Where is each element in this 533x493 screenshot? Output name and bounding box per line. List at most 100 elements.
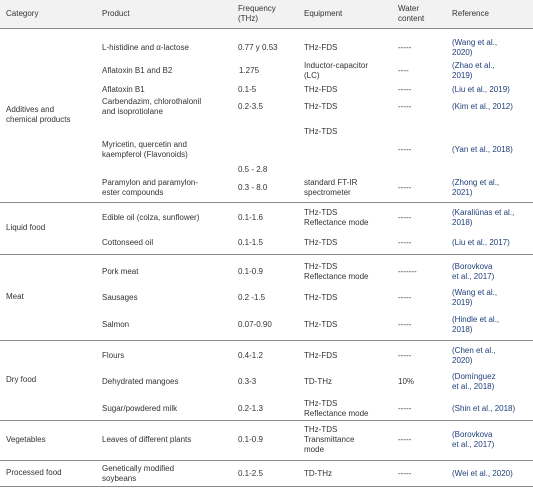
- category-cell: Liquid food: [6, 223, 46, 232]
- water-content-cell: -------: [398, 267, 417, 276]
- product-cell: Pork meat: [102, 267, 139, 276]
- reference-cell: (Zhao et al., 2019): [452, 61, 495, 80]
- equipment-cell: THz-TDS: [304, 127, 338, 136]
- header-frequency: Frequency (THz): [238, 4, 276, 23]
- product-cell: Sugar/powdered milk: [102, 404, 178, 413]
- product-cell: Carbendazim, chlorothalonil and isoprotio…: [102, 97, 202, 116]
- frequency-cell: 0.1-1.6: [238, 213, 263, 222]
- frequency-cell: 0.1-2.5: [238, 469, 263, 478]
- equipment-cell: THz-FDS: [304, 43, 338, 52]
- water-content-cell: -----: [398, 293, 412, 302]
- group-divider: [0, 420, 533, 421]
- frequency-cell: 0.1-1.5: [238, 238, 263, 247]
- equipment-cell: THz-TDS Reflectance mode: [304, 262, 369, 281]
- frequency-cell: 0.1-0.9: [238, 267, 263, 276]
- frequency-cell: 0.2 -1.5: [238, 293, 266, 302]
- product-cell: Flours: [102, 351, 125, 360]
- group-divider: [0, 340, 533, 341]
- frequency-cell: 1.275: [239, 66, 260, 75]
- frequency-cell: 0.2-1.3: [238, 404, 263, 413]
- reference-cell: (Wei et al., 2020): [452, 469, 513, 478]
- water-content-cell: -----: [398, 351, 412, 360]
- equipment-cell: standard FT-IR spectrometer: [304, 178, 358, 197]
- reference-cell: (Borovkova et al., 2017): [452, 262, 495, 281]
- header-reference: Reference: [452, 9, 489, 18]
- product-cell: Dehydrated mangoes: [102, 377, 179, 386]
- reference-cell: (Wang et al., 2020): [452, 38, 498, 57]
- frequency-cell: 0.2-3.5: [238, 102, 263, 111]
- reference-cell: (Liu et al., 2019): [452, 85, 510, 94]
- reference-cell: (Chen et al., 2020): [452, 346, 496, 365]
- reference-cell: (Kim et al., 2012): [452, 102, 513, 111]
- table-header: Category Product Frequency (THz) Equipment Wa…: [0, 0, 533, 29]
- header-equipment: Equipment: [304, 9, 343, 18]
- category-cell: Meat: [6, 292, 24, 301]
- equipment-cell: THz-TDS: [304, 238, 338, 247]
- frequency-cell: 0.1-0.9: [238, 435, 263, 444]
- equipment-cell: Inductor-capacitor (LC): [304, 61, 369, 80]
- frequency-cell: 0.1-5: [238, 85, 257, 94]
- water-content-cell: 10%: [398, 377, 415, 386]
- equipment-cell: THz-TDS Reflectance mode: [304, 399, 369, 418]
- frequency-cell: 0.07-0.90: [238, 320, 272, 329]
- header-water-content: Water content: [398, 4, 425, 23]
- header-product: Product: [102, 9, 130, 18]
- equipment-cell: THz-FDS: [304, 351, 338, 360]
- reference-cell: (Wang et al., 2019): [452, 288, 498, 307]
- category-cell: Vegetables: [6, 435, 46, 444]
- water-content-cell: -----: [398, 85, 412, 94]
- product-cell: Paramylon and paramylon-ester compounds: [102, 178, 199, 197]
- equipment-cell: THz-FDS: [304, 85, 338, 94]
- water-content-cell: -----: [398, 435, 412, 444]
- equipment-cell: THz-TDS: [304, 320, 338, 329]
- group-divider: [0, 460, 533, 461]
- product-cell: Sausages: [102, 293, 138, 302]
- reference-cell: (Zhong et al., 2021): [452, 178, 500, 197]
- product-cell: Cottonseed oil: [102, 238, 154, 247]
- frequency-cell: 0.4-1.2: [238, 351, 263, 360]
- reference-cell: (Shin et al., 2018): [452, 404, 516, 413]
- equipment-cell: THz-TDS Transmittance mode: [304, 425, 355, 454]
- frequency-cell: 0.3 - 8.0: [238, 183, 268, 192]
- equipment-cell: THz-TDS Reflectance mode: [304, 208, 369, 227]
- frequency-cell: 0.5 - 2.8: [238, 165, 268, 174]
- frequency-cell: 0.3-3: [238, 377, 257, 386]
- water-content-cell: ----: [398, 66, 409, 75]
- category-cell: Dry food: [6, 375, 37, 384]
- reference-cell: (Yan et al., 2018): [452, 145, 513, 154]
- water-content-cell: -----: [398, 320, 412, 329]
- water-content-cell: -----: [398, 145, 412, 154]
- product-cell: Edible oil (colza, sunflower): [102, 213, 200, 222]
- product-cell: Myricetin, quercetin and kaempferol (Flav…: [102, 140, 188, 159]
- water-content-cell: -----: [398, 469, 412, 478]
- equipment-cell: TD-THz: [304, 377, 332, 386]
- water-content-cell: -----: [398, 102, 412, 111]
- product-cell: L-histidine and α-lactose: [102, 43, 189, 52]
- frequency-cell: 0.77 y 0.53: [238, 43, 278, 52]
- group-divider: [0, 254, 533, 255]
- product-cell: Salmon: [102, 320, 130, 329]
- category-cell: Additives and chemical products: [6, 105, 71, 124]
- water-content-cell: -----: [398, 404, 412, 413]
- water-content-cell: -----: [398, 183, 412, 192]
- equipment-cell: THz-TDS: [304, 293, 338, 302]
- group-divider: [0, 202, 533, 203]
- product-cell: Genetically modified soybeans: [102, 464, 175, 483]
- water-content-cell: -----: [398, 213, 412, 222]
- reference-cell: (Hindle et al., 2018): [452, 315, 500, 334]
- reference-cell: (Domínguez et al., 2018): [452, 372, 496, 391]
- reference-cell: (Liu et al., 2017): [452, 238, 510, 247]
- equipment-cell: THz-TDS: [304, 102, 338, 111]
- category-cell: Processed food: [6, 468, 62, 477]
- product-cell: Aflatoxin B1 and B2: [102, 66, 173, 75]
- water-content-cell: -----: [398, 43, 412, 52]
- reference-cell: (Borovkova et al., 2017): [452, 430, 495, 449]
- header-category: Category: [6, 9, 39, 18]
- reference-cell: (Karaliūnas et al., 2018): [452, 208, 515, 227]
- product-cell: Aflatoxin B1: [102, 85, 145, 94]
- product-cell: Leaves of different plants: [102, 435, 192, 444]
- equipment-cell: TD-THz: [304, 469, 332, 478]
- water-content-cell: -----: [398, 238, 412, 247]
- group-divider: [0, 486, 533, 487]
